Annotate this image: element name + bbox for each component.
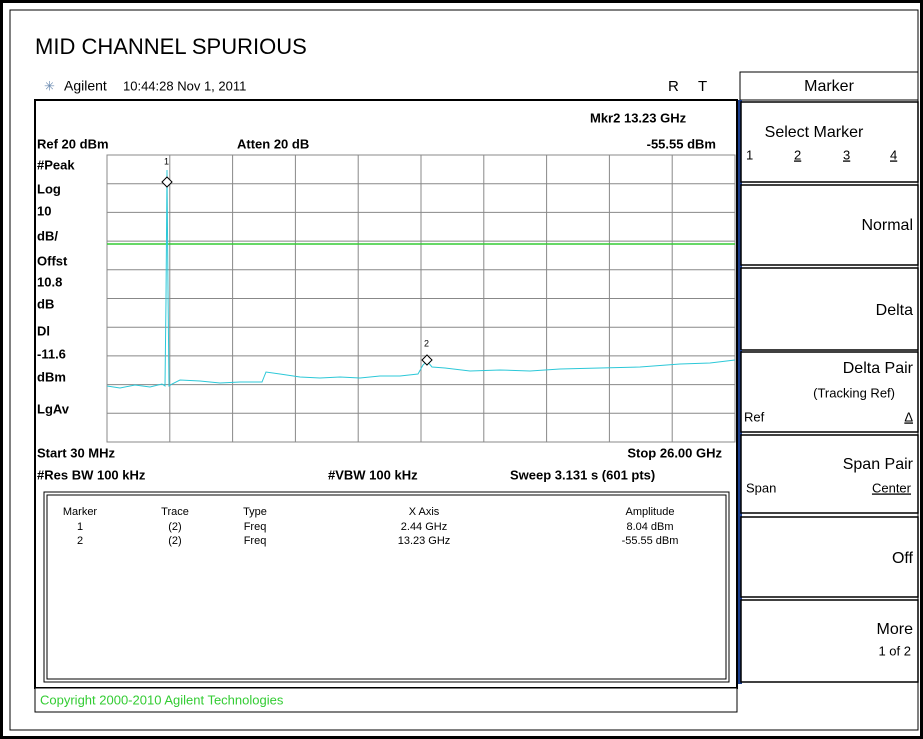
softkey-option: 4 (890, 147, 897, 162)
attenuation: Atten 20 dB (237, 136, 309, 151)
column-header: Type (243, 506, 267, 518)
scale-label: dBm (37, 369, 66, 384)
marker-table-inner (46, 494, 727, 680)
softkey-option: Center (872, 480, 912, 495)
softkey-option: 3 (843, 147, 850, 162)
softkey-normal[interactable] (740, 184, 919, 266)
title: MID CHANNEL SPURIOUS (35, 34, 307, 59)
status-bar (34, 687, 738, 713)
sweep: Sweep 3.131 s (601 pts) (510, 467, 655, 482)
table-cell: 13.23 GHz (398, 535, 451, 547)
softkey-edge (738, 598, 742, 684)
column-header: Trace (161, 506, 189, 518)
column-header: Amplitude (626, 506, 675, 518)
softkey-more[interactable] (740, 599, 919, 683)
marker-table-cells: Marker Trace Type X Axis Amplitude 1 (2) Freq 2.… (63, 506, 679, 547)
softkey-option: 2 (794, 147, 801, 162)
softkey-label: Normal (861, 217, 913, 234)
menu-title-box (739, 71, 919, 101)
softkey-option: 1 (746, 147, 753, 162)
res-bw: #Res BW 100 kHz (37, 467, 146, 482)
table-cell: Freq (244, 521, 267, 533)
table-cell: (2) (168, 521, 181, 533)
softkey-sublabel: 1 of 2 (878, 643, 911, 658)
table-cell: 8.04 dBm (626, 521, 673, 533)
softkey-label: Span Pair (843, 456, 914, 473)
softkey-edge (738, 433, 742, 515)
vbw: #VBW 100 kHz (328, 467, 418, 482)
softkey-sublabel: (Tracking Ref) (813, 385, 895, 400)
scale-label: 10.8 (37, 274, 62, 289)
softkey-span-pair[interactable] (740, 434, 919, 514)
trace (106, 169, 736, 389)
table-cell: Freq (244, 535, 267, 547)
softkey-label: Delta Pair (843, 360, 914, 377)
softkey-delta[interactable] (740, 267, 919, 351)
marker-label: 1 (164, 156, 169, 166)
marker-readout: -55.55 dBm (647, 136, 716, 151)
status: T (698, 78, 707, 95)
start-freq: Start 30 MHz (37, 445, 116, 460)
column-header: X Axis (409, 506, 440, 518)
menu-title: Marker (804, 78, 854, 95)
softkey-option: Δ (904, 409, 913, 424)
timestamp: 10:44:28 Nov 1, 2011 (123, 78, 246, 93)
softkey-label: Select Marker (765, 124, 864, 141)
softkey-edge (738, 350, 742, 434)
softkey-option: Span (746, 480, 776, 495)
stop-freq: Stop 26.00 GHz (627, 445, 722, 460)
table-cell: (2) (168, 535, 181, 547)
table-cell: 1 (77, 521, 83, 533)
marker-1 (161, 176, 173, 188)
logo: ✳ (44, 78, 55, 93)
softkey-edge (738, 100, 742, 184)
softkey-option: Ref (744, 409, 765, 424)
table-cell: -55.55 dBm (622, 535, 679, 547)
softkey-edge (738, 515, 742, 599)
scale-label: dB (37, 296, 54, 311)
scale-label: Offst (37, 253, 68, 268)
scale-label: LgAv (37, 401, 70, 416)
table-cell: 2 (77, 535, 83, 547)
softkeys: Select Marker 1 2 3 4 Normal Delta Delta Pair (T… (738, 100, 919, 684)
softkey-select-marker[interactable] (740, 101, 919, 183)
marker-readout: Mkr2 13.23 GHz (590, 110, 687, 125)
graticule (106, 154, 736, 443)
scale-label: #Peak (37, 157, 75, 172)
softkey-delta-pair[interactable] (740, 351, 919, 433)
softkey-label: More (877, 621, 914, 638)
column-header: Marker (63, 506, 98, 518)
brand: Agilent (64, 78, 107, 94)
scale-label: 10 (37, 203, 51, 218)
scale-label: Dl (37, 323, 50, 338)
scale-label: Log (37, 181, 61, 196)
scale-label: -11.6 (37, 346, 66, 361)
softkey-edge (738, 183, 742, 267)
table-cell: 2.44 GHz (401, 521, 447, 533)
screen (34, 99, 738, 689)
softkey-edge (738, 266, 742, 352)
softkey-off[interactable] (740, 516, 919, 598)
scale-label: dB/ (37, 228, 58, 243)
status: R (668, 78, 679, 95)
marker-table (43, 491, 730, 683)
marker-2 (421, 354, 433, 366)
copyright: Copyright 2000-2010 Agilent Technologies (40, 692, 284, 707)
softkey-label: Off (892, 550, 914, 567)
ref-level: Ref 20 dBm (37, 136, 109, 151)
softkey-label: Delta (876, 302, 913, 319)
left-labels: #Peak Log 10 dB/Offst 10.8 dB Dl -11.6 dBm LgAv (37, 157, 75, 416)
marker-label: 2 (424, 338, 429, 348)
